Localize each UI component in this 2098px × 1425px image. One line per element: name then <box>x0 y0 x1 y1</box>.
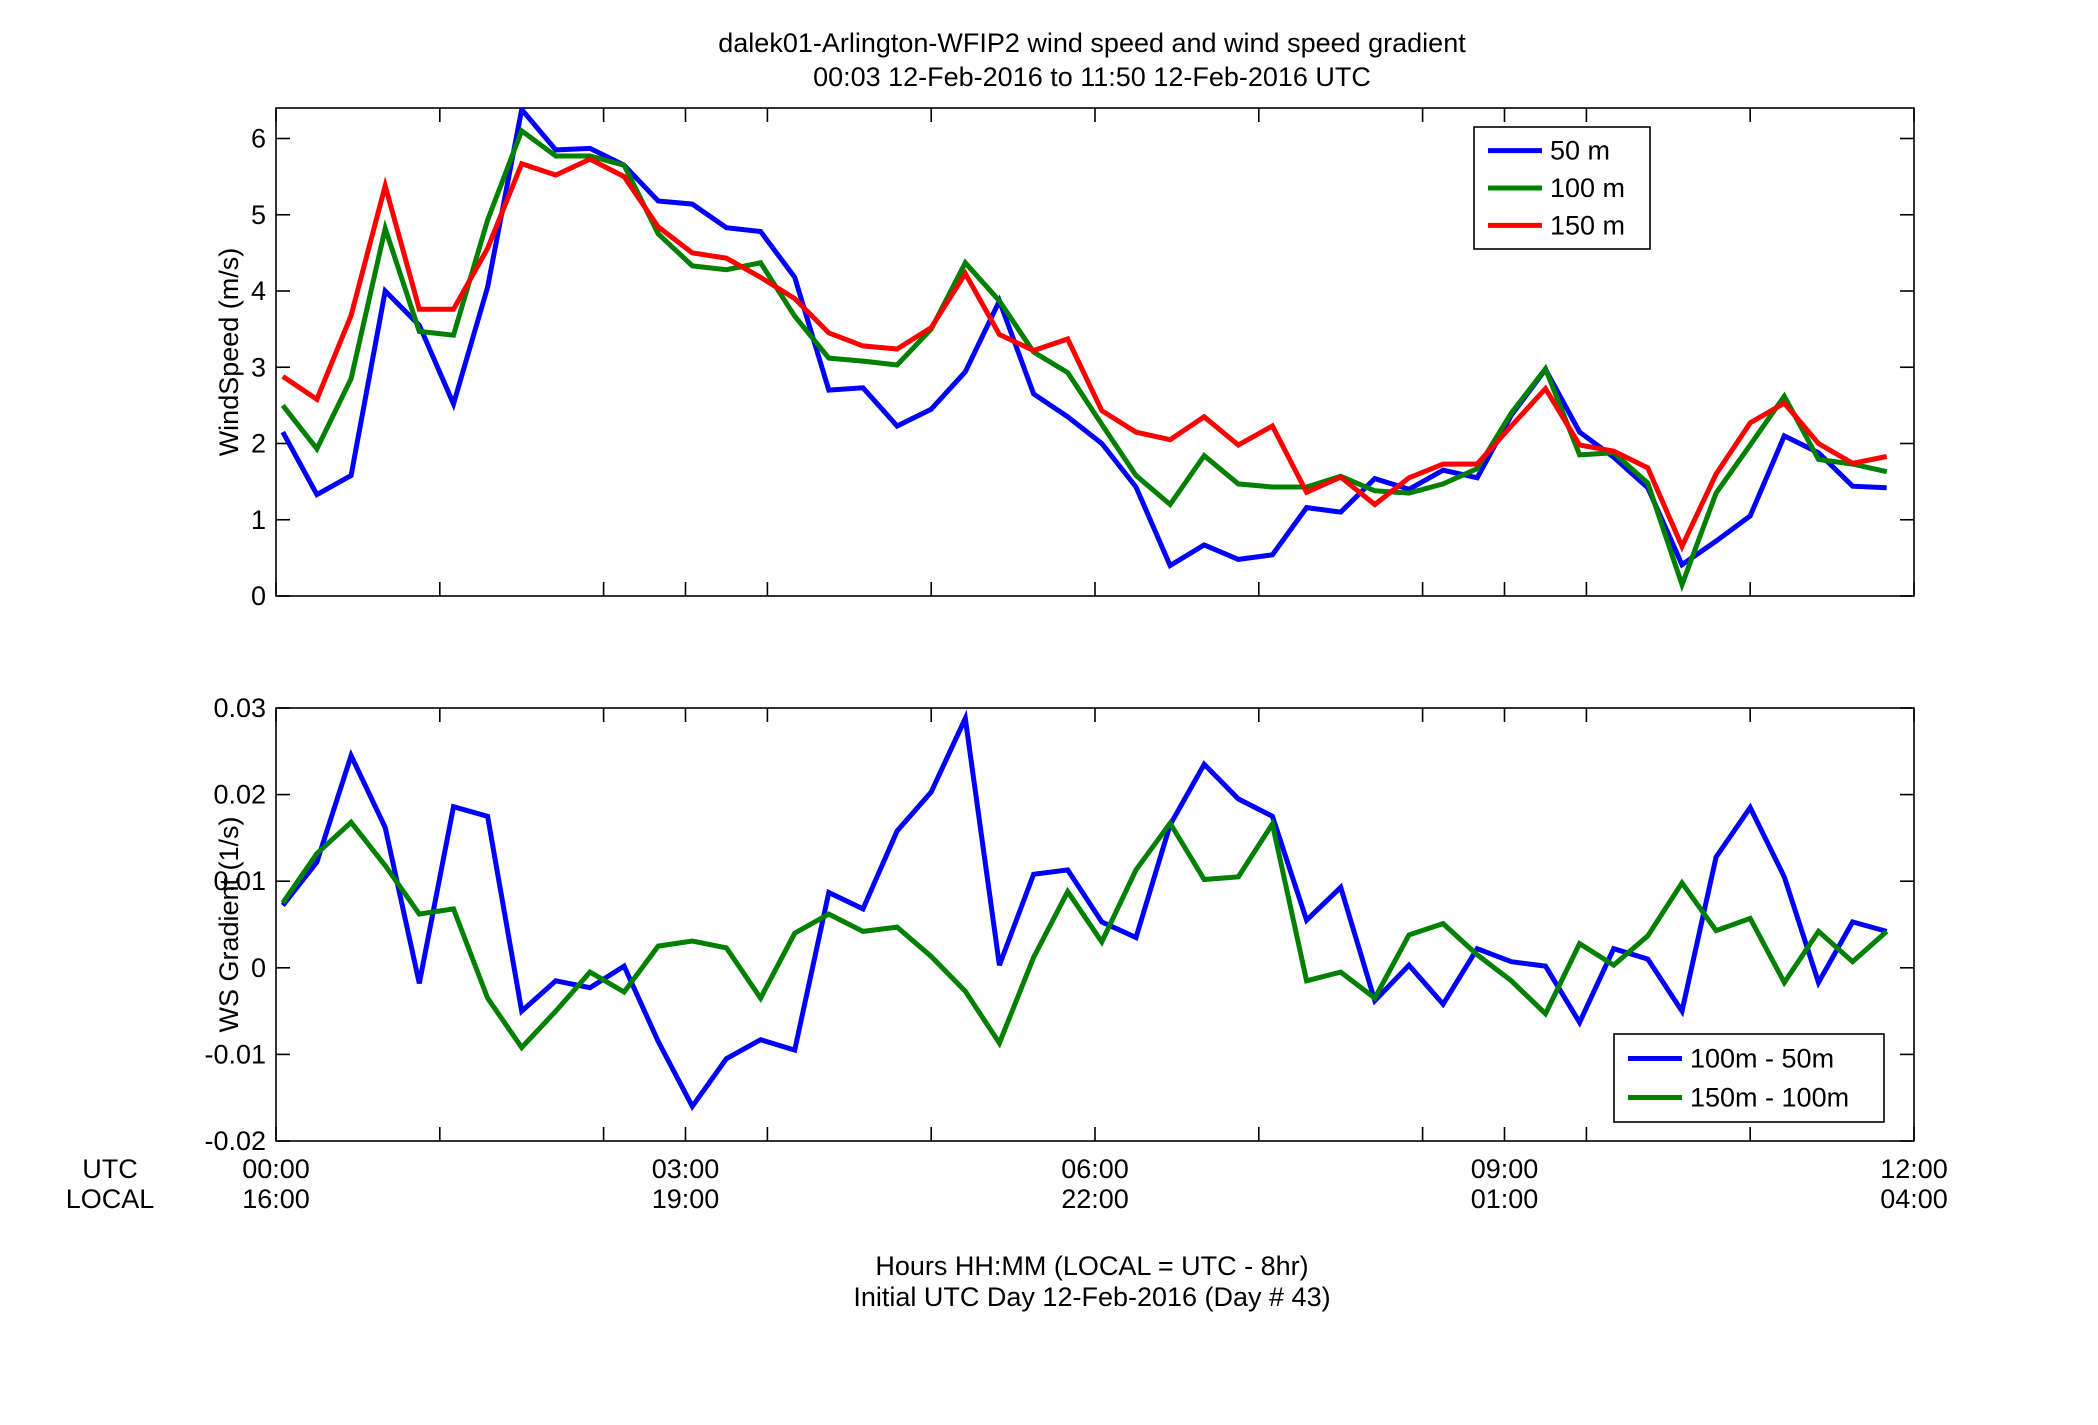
plot-frame <box>275 107 1915 597</box>
y-axis-label: WindSpeed (m/s) <box>214 248 244 457</box>
y-tick-label: 0.01 <box>213 866 266 896</box>
y-tick-label: 1 <box>251 505 266 535</box>
x-tick-label-local: 22:00 <box>1061 1184 1129 1214</box>
wind-speed-gradient-panel: -0.02 -0.01 0 0.01 0.02 0.03 WS Gradient (1/s)… <box>204 693 1915 1156</box>
legend-box <box>1613 1033 1885 1123</box>
x-tick-label-utc: 00:00 <box>242 1154 310 1184</box>
y-tick-label: 4 <box>251 276 266 306</box>
y-tick-label: 6 <box>251 124 266 154</box>
x-tick-label-local: 01:00 <box>1471 1184 1539 1214</box>
y-tick-label: 0 <box>251 581 266 611</box>
y-tick-label: 5 <box>251 200 266 230</box>
y-axis-label: WS Gradient (1/s) <box>214 816 244 1032</box>
legend-label-150m-100m: 150m - 100m <box>1690 1083 1849 1113</box>
y-tick-label: 0.03 <box>213 693 266 723</box>
legend-label-150-m: 150 m <box>1550 210 1625 240</box>
legend-label-100m-50m: 100m - 50m <box>1690 1044 1834 1074</box>
legend-label-50-m: 50 m <box>1550 136 1610 166</box>
x-tick-label-utc: 06:00 <box>1061 1154 1129 1184</box>
y-tick-label: 3 <box>251 352 266 382</box>
legend: 100m - 50m 150m - 100m <box>1613 1033 1885 1123</box>
series-line-150-m <box>281 156 1888 553</box>
series-line-100-m <box>280 126 1888 593</box>
series-line-100m-50m <box>280 709 1888 1112</box>
y-tick-label: -0.02 <box>204 1126 266 1156</box>
x-tick-label-utc: 09:00 <box>1471 1154 1539 1184</box>
x-tick-label-local: 19:00 <box>652 1184 720 1214</box>
legend-label-100-m: 100 m <box>1550 173 1625 203</box>
x-tick-label-local: 16:00 <box>242 1184 310 1214</box>
x-axis-label-line-2: Initial UTC Day 12-Feb-2016 (Day # 43) <box>853 1282 1330 1312</box>
utc-row-label: UTC <box>82 1154 138 1184</box>
wind-speed-panel: 0 1 2 3 4 5 6 WindSpeed (m/s) 50 m 100 m 150 m <box>214 107 1915 611</box>
series-line-150m-100m <box>280 817 1889 1052</box>
x-axis-label-line-1: Hours HH:MM (LOCAL = UTC - 8hr) <box>875 1251 1308 1281</box>
y-tick-label: -0.01 <box>204 1039 266 1069</box>
x-tick-label-utc: 03:00 <box>652 1154 720 1184</box>
x-tick-label-local: 04:00 <box>1880 1184 1948 1214</box>
x-tick-label-utc: 12:00 <box>1880 1154 1948 1184</box>
local-row-label: LOCAL <box>66 1184 155 1214</box>
y-tick-label: 2 <box>251 429 266 459</box>
chart-title-line-2: 00:03 12-Feb-2016 to 11:50 12-Feb-2016 U… <box>813 62 1371 92</box>
series-line-50-m <box>280 108 1887 570</box>
y-tick-label: 0 <box>251 953 266 983</box>
chart-title-line-1: dalek01-Arlington-WFIP2 wind speed and w… <box>718 28 1466 58</box>
legend: 50 m 100 m 150 m <box>1473 126 1651 250</box>
y-tick-label: 0.02 <box>213 780 266 810</box>
